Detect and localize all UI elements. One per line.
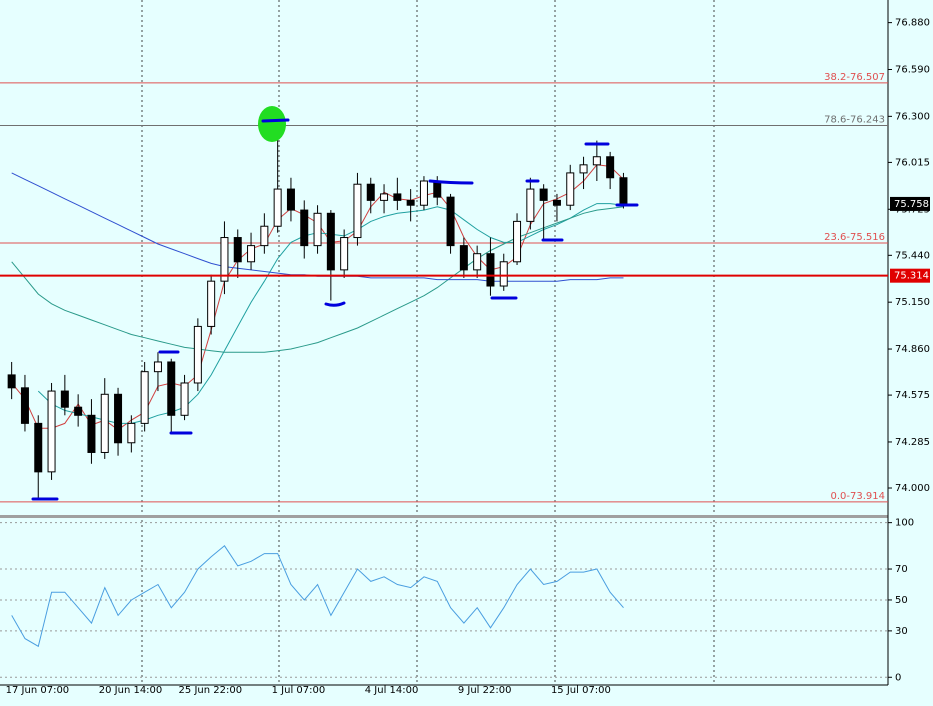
candle-body (393, 193, 402, 201)
y-tick-label: 50 (895, 595, 908, 606)
candle-body (419, 180, 428, 206)
level-label: 0.0-73.914 (830, 491, 885, 502)
candle-body (20, 387, 29, 424)
candle-body (486, 253, 495, 287)
candle-body (366, 183, 375, 201)
y-tick-label: 70 (895, 564, 908, 575)
x-tick-label: 1 Jul 07:00 (272, 685, 326, 696)
marks: 74.000 74.285 74.575 74.860 75.150 75.440 75.7… (0, 18, 930, 696)
y-tick-label: 76.015 (895, 157, 930, 168)
y-tick-label: 100 (895, 518, 914, 529)
price-box (890, 268, 930, 283)
rsi-line (11, 545, 624, 648)
hand-mark (261, 118, 290, 123)
y-tick-label: 75.150 (895, 297, 930, 308)
candle-body (100, 393, 109, 453)
candle-body (114, 393, 123, 444)
candle-body (74, 406, 83, 416)
candle-body (313, 212, 322, 247)
annotations (31, 106, 639, 501)
candle-body (433, 180, 442, 198)
candle-body (193, 325, 202, 384)
candle-body (220, 237, 229, 282)
candle-body (326, 212, 335, 271)
level-label: 23.6-75.516 (824, 232, 885, 243)
x-tick-label: 17 Jun 07:00 (6, 685, 70, 696)
level-label: 38.2-76.507 (824, 72, 885, 83)
x-tick-label: 15 Jul 07:00 (551, 685, 611, 696)
hand-mark (428, 179, 474, 185)
y-tick-label: 76.590 (895, 64, 930, 75)
candle-body (247, 245, 256, 263)
x-tick-label: 4 Jul 14:00 (365, 685, 419, 696)
candle-body (459, 245, 468, 271)
candle-body (539, 188, 548, 201)
candle-body (167, 361, 176, 416)
y-tick-label: 74.575 (895, 390, 930, 401)
y-tick-label: 74.285 (895, 437, 930, 448)
candle-body (579, 164, 588, 174)
level-label: 78.6-76.243 (824, 115, 885, 126)
candle-body (140, 371, 149, 424)
candle-body (380, 193, 389, 201)
highlight-circle (258, 106, 286, 142)
candle-body (47, 390, 56, 473)
price-box (890, 196, 930, 211)
candle-body (286, 188, 295, 211)
candle-body (566, 172, 575, 206)
candle-body (473, 253, 482, 271)
moving-average (11, 206, 624, 353)
panel-separator (0, 515, 888, 518)
candle-body (552, 199, 561, 206)
candle-body (406, 199, 415, 206)
candle-body (340, 237, 349, 271)
candle-body (153, 361, 162, 373)
candle-body (499, 261, 508, 287)
candle-body (7, 374, 16, 389)
price-label: 75.758 (894, 199, 929, 210)
candle-body (592, 156, 601, 166)
hand-marks (31, 118, 639, 501)
y-tick-label: 76.300 (895, 111, 930, 122)
candle-body (513, 220, 522, 263)
candle-body (446, 196, 455, 247)
y-tick-label: 0 (895, 672, 901, 683)
y-tick-label: 74.000 (895, 483, 930, 494)
candle-body (273, 188, 282, 227)
candle-body (180, 382, 189, 416)
candle-body (127, 422, 136, 444)
hand-mark (324, 301, 346, 307)
candle-body (526, 188, 535, 222)
candle-body (87, 414, 96, 453)
candle-body (606, 156, 615, 179)
y-tick-label: 76.880 (895, 18, 930, 29)
candle-body (353, 183, 362, 239)
x-tick-label: 9 Jul 22:00 (458, 685, 512, 696)
candle-body (300, 209, 309, 247)
candle-body (619, 177, 628, 205)
candle-body (60, 390, 69, 408)
x-tick-label: 25 Jun 22:00 (179, 685, 243, 696)
vertical-grid (141, 0, 715, 685)
price-label: 75.314 (894, 271, 929, 282)
y-tick-label: 30 (895, 626, 908, 637)
candle-body (233, 237, 242, 263)
candle-body (207, 280, 216, 327)
x-tick-label: 20 Jun 14:00 (99, 685, 163, 696)
candle-body (34, 422, 43, 473)
y-tick-label: 75.440 (895, 250, 930, 261)
candle-body (260, 225, 269, 247)
y-tick-label: 74.860 (895, 344, 930, 355)
